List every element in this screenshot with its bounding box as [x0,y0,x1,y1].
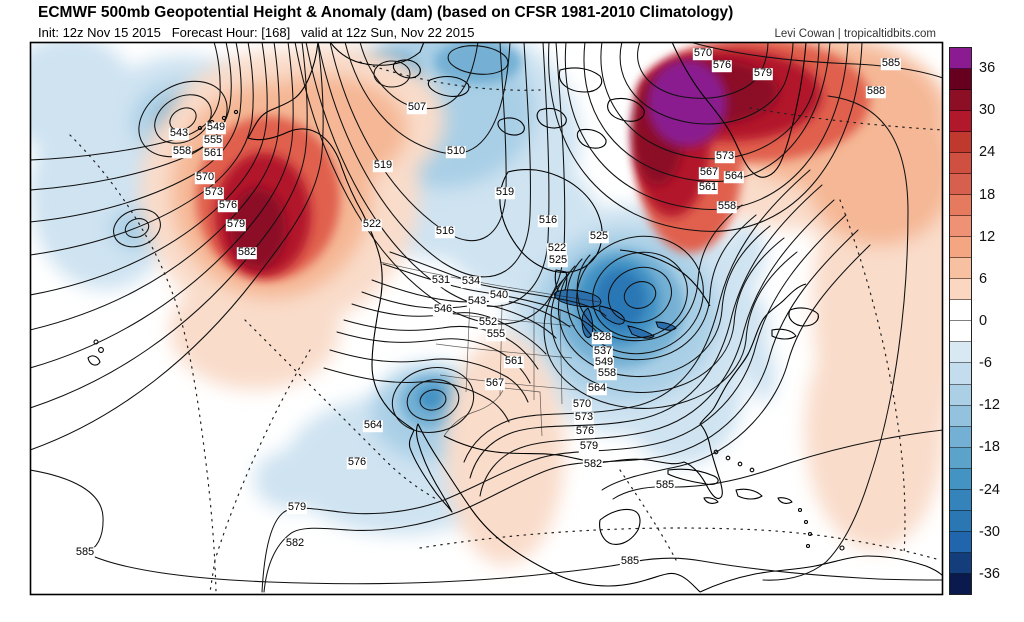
colorbar-segment [950,300,971,322]
colorbar-segment [950,48,971,70]
colorbar-segment [950,573,971,594]
colorbar-segment [950,132,971,154]
colorbar-segment [950,468,971,490]
colorbar-segment [950,405,971,427]
great-lakes [553,289,677,339]
colorbar-segment [950,426,971,448]
colorbar-segment [950,531,971,553]
colorbar-segment [950,69,971,91]
colorbar-segment [950,174,971,196]
init-forecast-valid-line: Init: 12z Nov 15 2015 Forecast Hour: [16… [38,25,475,40]
chart-title: ECMWF 500mb Geopotential Height & Anomal… [38,4,734,21]
colorbar-segment [950,363,971,385]
colorbar-segment [950,237,971,259]
map-frame [29,41,944,596]
colorbar-segment [950,321,971,343]
graticule-lines [69,61,942,593]
colorbar-segment [950,384,971,406]
colorbar-segment [950,195,971,217]
colorbar-segment [950,342,971,364]
colorbar-segment [950,258,971,280]
colorbar-segment [950,153,971,175]
colorbar-segment [950,447,971,469]
state-borders [379,261,601,437]
colorbar-segment [950,489,971,511]
colorbar-segment [950,510,971,532]
colorbar-segment [950,279,971,301]
colorbar-segment [950,216,971,238]
colorbar-segments [949,47,972,595]
credit-text: Levi Cowan | tropicaltidbits.com [774,28,937,40]
colorbar-segment [950,90,971,112]
colorbar-segment [950,111,971,133]
colorbar-segment [950,552,971,574]
